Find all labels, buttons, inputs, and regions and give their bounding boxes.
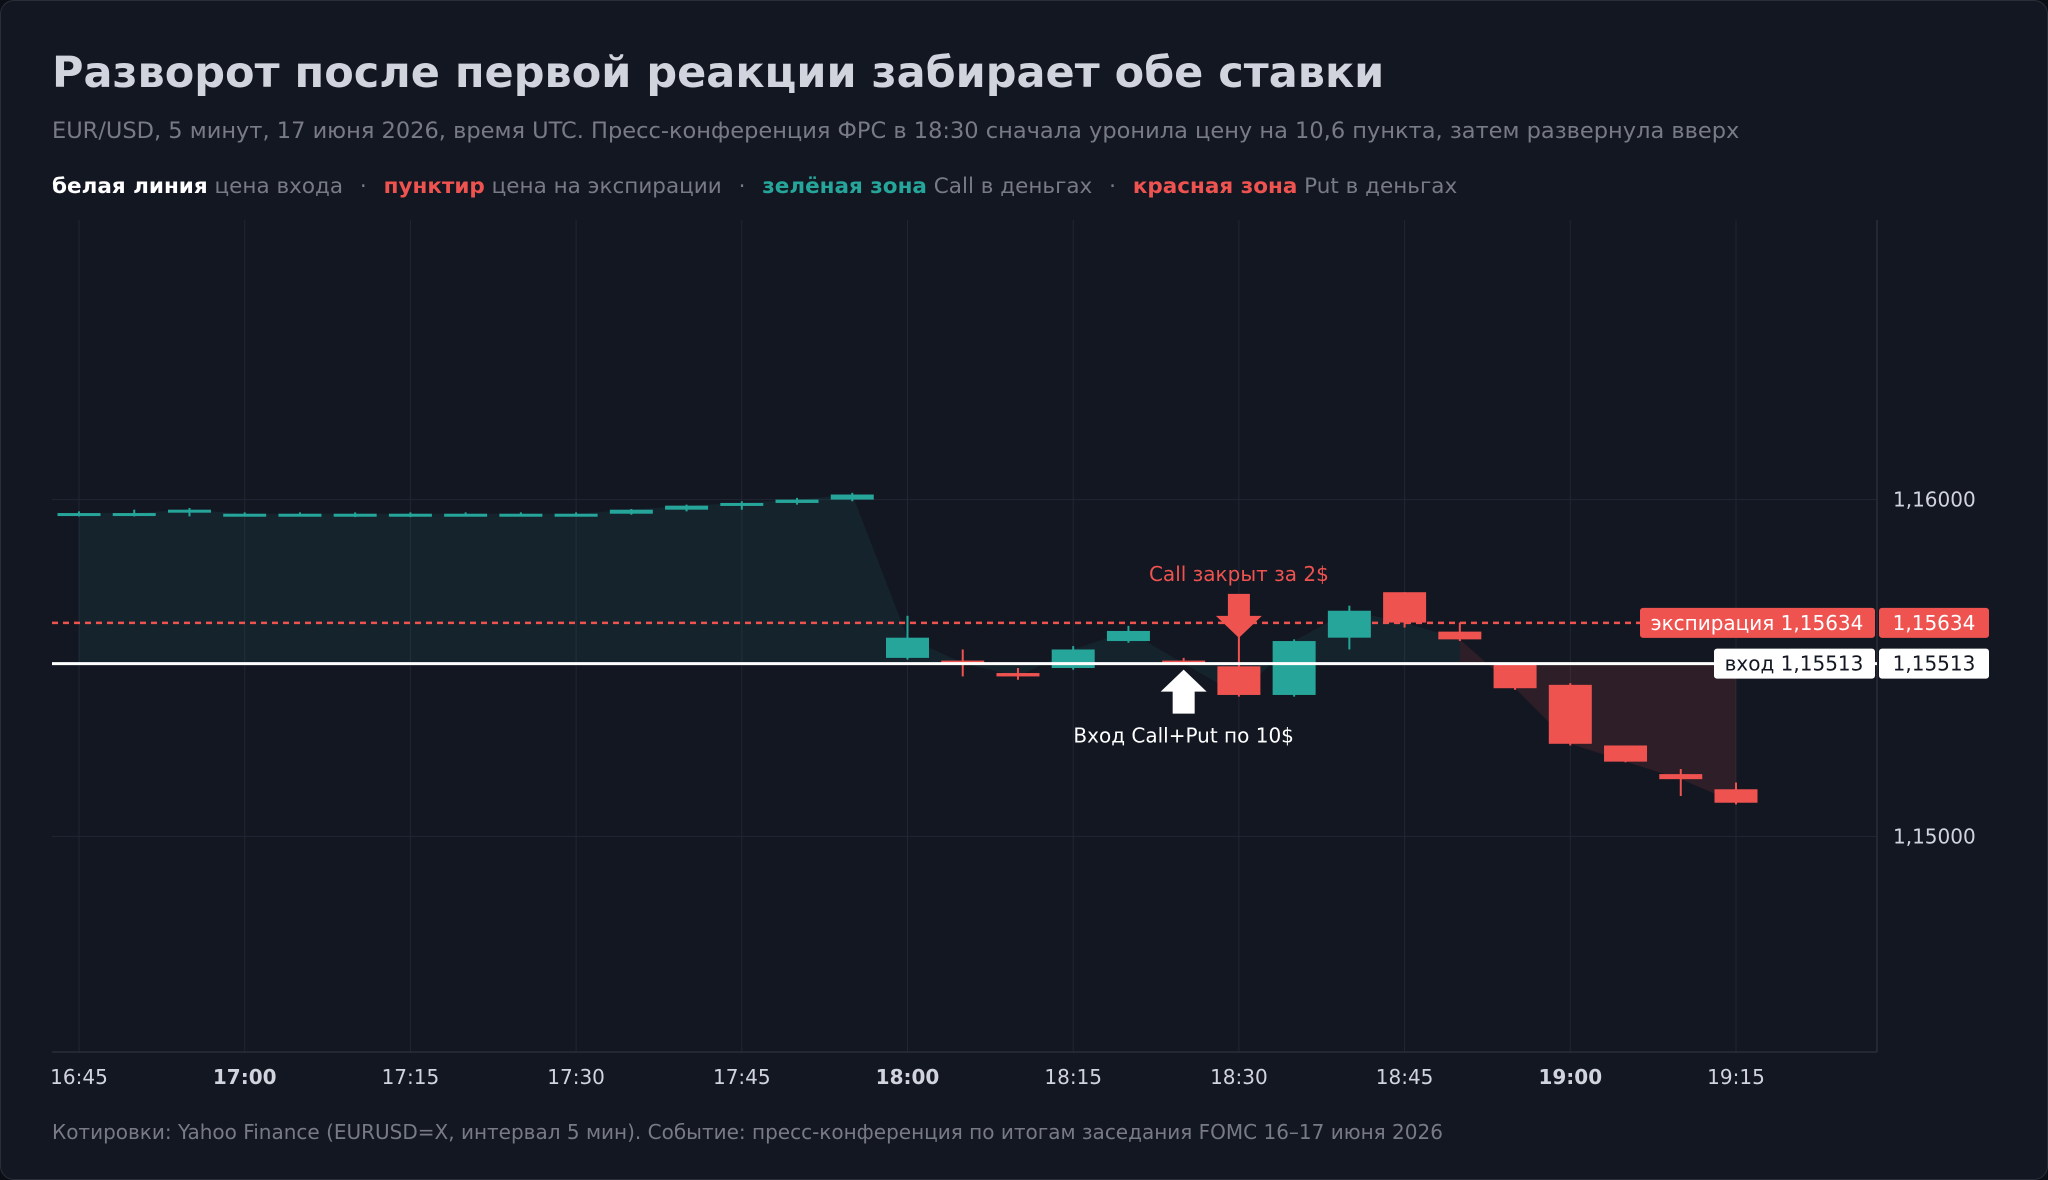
x-tick-label: 19:15: [1707, 1065, 1765, 1089]
chart-subtitle: EUR/USD, 5 минут, 17 июня 2026, время UT…: [52, 118, 1740, 144]
candle-body: [1272, 641, 1316, 695]
legend-call-zone-key: зелёная зона: [762, 174, 927, 199]
x-tick-label: 17:00: [213, 1065, 277, 1089]
source-note: Котировки: Yahoo Finance (EURUSD=X, инте…: [52, 1120, 1443, 1144]
x-tick-label: 18:15: [1044, 1065, 1102, 1089]
legend-put-zone-key: красная зона: [1132, 174, 1298, 199]
candle-body: [278, 513, 322, 517]
expiry-tag-box: [1640, 607, 1875, 638]
legend-call-zone-desc: Call в деньгах: [933, 174, 1093, 199]
candle-body: [444, 513, 488, 517]
legend-expiry-desc: цена на экспирации: [491, 174, 722, 199]
call-zone-area: [79, 494, 1460, 695]
candle-body: [333, 513, 377, 517]
candle-body: [996, 673, 1040, 677]
candle-body: [167, 509, 211, 513]
x-tick-label: 17:15: [382, 1065, 440, 1089]
call-close-annotation: Call закрыт за 2$: [1149, 562, 1329, 586]
candle-body: [1383, 592, 1427, 623]
candle-body: [665, 505, 709, 510]
candle-body: [499, 513, 543, 517]
candle-body: [1659, 774, 1703, 780]
expiry-axis-label: 1,15634: [1893, 611, 1976, 635]
entry-arrow-up-icon: [1160, 669, 1207, 714]
entry-annotation: Вход Call+Put по 10$: [1073, 724, 1294, 748]
expiry-axis-box: [1879, 607, 1989, 638]
candle-body: [1548, 684, 1592, 744]
x-tick-label: 16:45: [50, 1065, 108, 1089]
candle-body: [112, 513, 156, 517]
chart-title: Разворот после первой реакции забирает о…: [52, 48, 1385, 98]
candle-body: [830, 494, 874, 500]
candle-body: [1217, 666, 1261, 695]
x-tick-label: 18:45: [1376, 1065, 1434, 1089]
candle-body: [1327, 610, 1371, 638]
legend-entry-key: белая линия: [52, 174, 208, 199]
candle-body: [886, 637, 929, 658]
candle-body: [1051, 649, 1095, 668]
legend-separator: ·: [1109, 174, 1116, 199]
call-close-arrow-down-icon: [1215, 593, 1262, 638]
entry-tag-box: [1714, 648, 1875, 679]
legend-entry-desc: цена входа: [214, 174, 344, 199]
legend-put-zone-desc: Put в деньгах: [1304, 174, 1458, 199]
expiry-tag-label: экспирация 1,15634: [1651, 611, 1864, 635]
candle-body: [1714, 789, 1758, 803]
x-tick-label: 17:45: [713, 1065, 771, 1089]
candle-body: [720, 502, 764, 506]
legend-separator: ·: [738, 174, 746, 199]
candle-body: [223, 513, 267, 517]
candle-body: [1438, 631, 1482, 640]
candle-body: [57, 513, 101, 517]
candle-body: [1493, 662, 1537, 689]
candle-body: [941, 660, 985, 664]
candle-body: [554, 513, 598, 517]
x-tick-label: 17:30: [547, 1065, 605, 1089]
candle-body: [609, 509, 653, 514]
legend-separator: ·: [359, 174, 367, 199]
y-tick-label: 1,15000: [1893, 824, 1976, 848]
candle-body: [1604, 745, 1648, 762]
y-tick-label: 1,16000: [1893, 488, 1976, 512]
x-tick-label: 18:00: [876, 1065, 940, 1089]
candle-body: [388, 513, 432, 517]
candle-body: [1106, 630, 1150, 642]
legend-expiry-key: пунктир: [383, 174, 485, 199]
entry-tag-label: вход 1,15513: [1725, 652, 1864, 676]
legend: белая линия цена входа · пунктир цена на…: [52, 174, 1457, 199]
x-tick-label: 19:00: [1538, 1065, 1602, 1089]
candle-body: [1162, 660, 1206, 664]
x-tick-label: 18:30: [1210, 1065, 1268, 1089]
entry-axis-label: 1,15513: [1893, 652, 1976, 676]
candle-body: [775, 499, 819, 503]
entry-axis-box: [1879, 648, 1989, 679]
